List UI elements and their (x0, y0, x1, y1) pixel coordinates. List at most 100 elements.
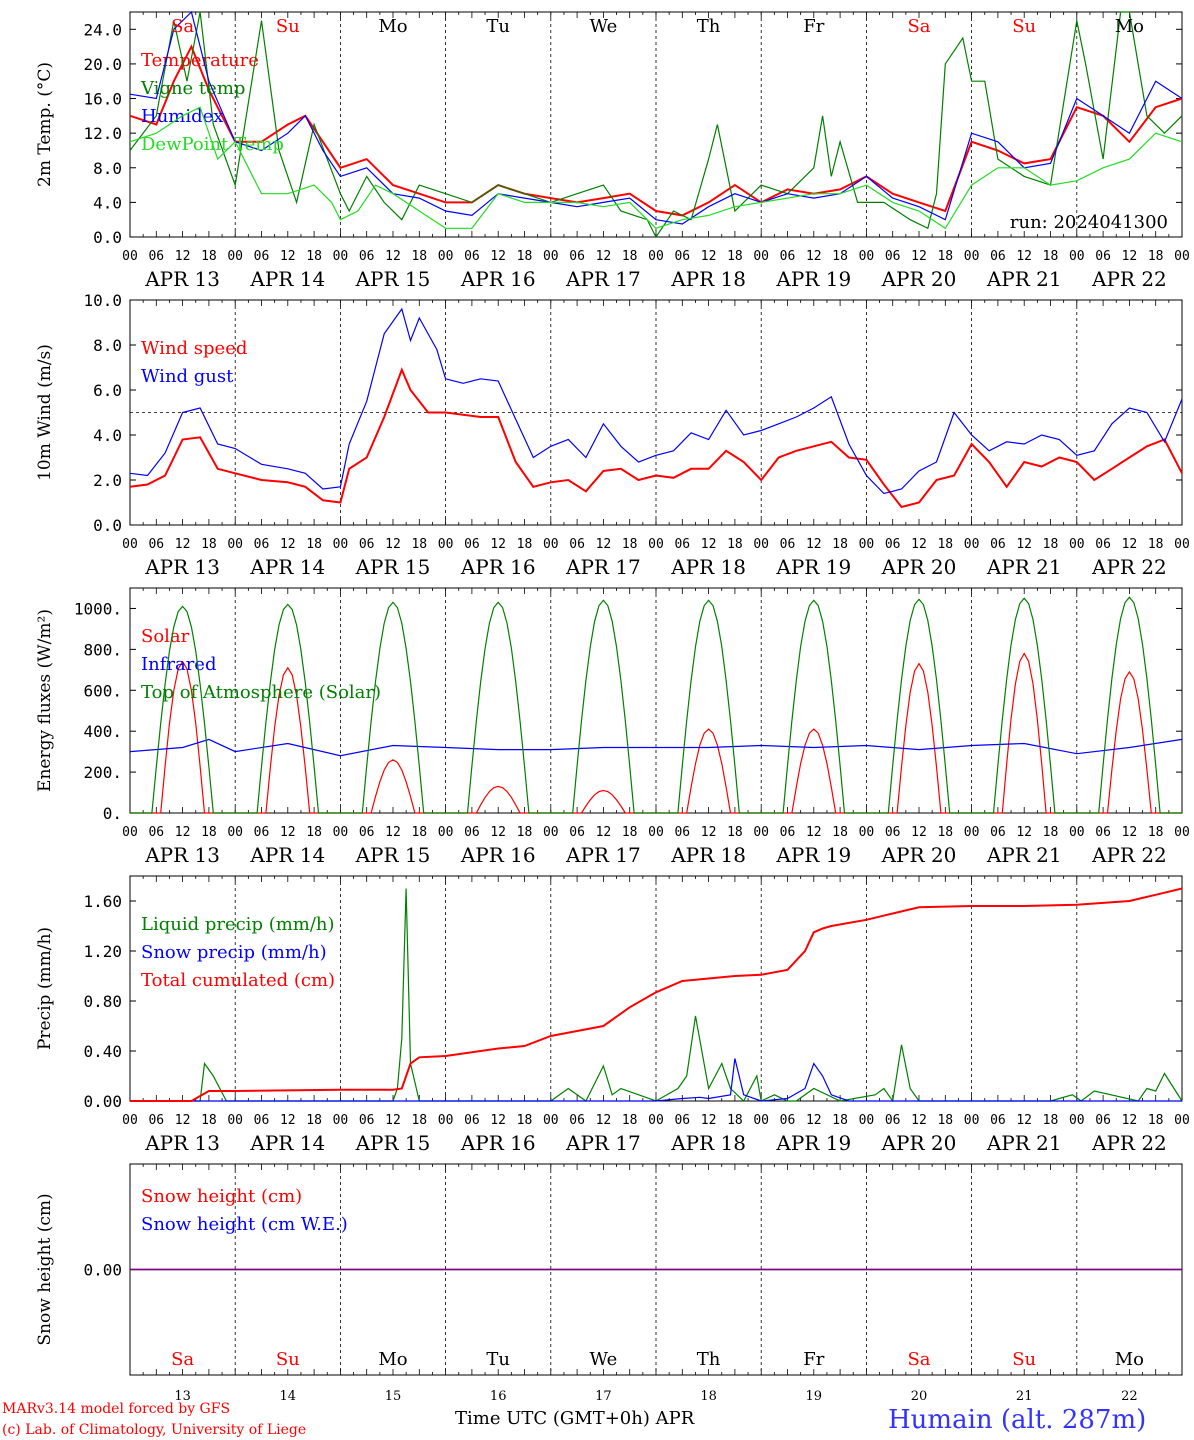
x-hour-label: 12 (175, 249, 191, 264)
x-hour-label: 06 (569, 825, 585, 840)
x-hour-label: 06 (254, 825, 270, 840)
day-name-label: We (590, 16, 618, 37)
x-hour-label: 06 (885, 1113, 901, 1128)
x-hour-label: 18 (1043, 825, 1059, 840)
x-hour-label: 06 (674, 537, 690, 552)
x-hour-label: 06 (990, 825, 1006, 840)
legend-entry: Infrared (141, 654, 216, 675)
y-tick-label: 8.0 (93, 336, 122, 355)
y-tick-label: 16.0 (83, 90, 122, 109)
x-date-label: APR 19 (775, 1131, 851, 1155)
x-hour-label: 18 (727, 249, 743, 264)
x-date-label: APR 14 (249, 1131, 325, 1155)
x-hour-label: 00 (753, 249, 769, 264)
x-date-label: APR 18 (670, 267, 746, 291)
x-hour-label: 18 (1043, 249, 1059, 264)
x-hour-label: 12 (911, 1113, 927, 1128)
x-day-number: 14 (280, 1389, 297, 1404)
x-hour-label: 00 (753, 537, 769, 552)
x-hour-label: 18 (201, 249, 217, 264)
x-day-number: 20 (911, 1389, 928, 1404)
y-tick-label: 10.0 (83, 291, 122, 310)
x-hour-label: 12 (490, 249, 506, 264)
x-hour-label: 00 (122, 825, 138, 840)
x-hour-label: 06 (254, 249, 270, 264)
x-hour-label: 12 (806, 825, 822, 840)
x-hour-label: 18 (622, 537, 638, 552)
day-name-label: Fr (803, 16, 824, 37)
x-hour-label: 00 (859, 249, 875, 264)
x-hour-label: 06 (359, 249, 375, 264)
x-hour-label: 00 (859, 825, 875, 840)
x-hour-label: 18 (727, 537, 743, 552)
x-hour-label: 06 (359, 825, 375, 840)
x-hour-label: 18 (201, 537, 217, 552)
y-tick-label: 0.0 (93, 516, 122, 535)
x-hour-label: 06 (1095, 825, 1111, 840)
x-date-label: APR 15 (355, 1131, 431, 1155)
x-date-label: APR 17 (565, 1131, 641, 1155)
day-name-label: Sa (171, 16, 194, 37)
x-hour-label: 12 (385, 1113, 401, 1128)
x-hour-label: 06 (148, 1113, 164, 1128)
y-tick-label: 600. (83, 681, 122, 700)
y-tick-label: 0.0 (93, 228, 122, 247)
x-hour-label: 12 (1122, 249, 1138, 264)
x-date-label: APR 20 (881, 843, 957, 867)
panel-3: Energy fluxes (W/m²) 0. 200. 400. 600. 800. 10… (35, 587, 1190, 867)
x-hour-label: 18 (727, 1113, 743, 1128)
day-name-label: Th (697, 16, 721, 37)
x-hour-label: 12 (1122, 537, 1138, 552)
x-hour-label: 06 (254, 537, 270, 552)
x-hour-label: 12 (701, 249, 717, 264)
x-hour-label: 00 (648, 1113, 664, 1128)
x-hour-label: 00 (543, 537, 559, 552)
x-hour-label: 18 (411, 249, 427, 264)
x-hour-label: 06 (569, 1113, 585, 1128)
x-hour-label: 12 (280, 1113, 296, 1128)
legend-entry: Temperature (141, 50, 259, 71)
legend-entry: Top of Atmosphere (Solar) (141, 682, 381, 703)
x-hour-label: 00 (1069, 249, 1085, 264)
x-date-label: APR 19 (775, 843, 851, 867)
x-hour-label: 12 (806, 537, 822, 552)
x-hour-label: 00 (122, 1113, 138, 1128)
day-name-label: Mo (378, 1349, 407, 1370)
x-hour-label: 06 (359, 537, 375, 552)
footer-station: Humain (alt. 287m) (888, 1405, 1146, 1435)
x-hour-label: 12 (701, 1113, 717, 1128)
x-date-label: APR 16 (460, 1131, 536, 1155)
y-tick-label: 4.0 (93, 426, 122, 445)
x-date-label: APR 18 (670, 1131, 746, 1155)
x-hour-label: 18 (517, 1113, 533, 1128)
series-line (130, 596, 1182, 814)
x-date-label: APR 22 (1091, 1131, 1167, 1155)
x-hour-label: 12 (701, 825, 717, 840)
x-hour-label: 06 (359, 1113, 375, 1128)
x-date-label: APR 15 (355, 555, 431, 579)
x-hour-label: 06 (148, 249, 164, 264)
day-name-label: Su (1012, 1349, 1036, 1370)
series-line (129, 10, 1183, 225)
x-date-label: APR 13 (144, 555, 220, 579)
series-line (129, 367, 1183, 509)
x-hour-label: 18 (1043, 537, 1059, 552)
x-hour-label: 06 (780, 1113, 796, 1128)
x-hour-label: 00 (648, 249, 664, 264)
x-date-label: APR 21 (986, 843, 1062, 867)
x-hour-label: 00 (964, 537, 980, 552)
x-hour-label: 12 (911, 825, 927, 840)
y-tick-label: 24.0 (83, 20, 122, 39)
day-name-label: Th (697, 1349, 721, 1370)
x-hour-label: 12 (596, 1113, 612, 1128)
x-hour-label: 06 (464, 825, 480, 840)
series-line (130, 1058, 1182, 1102)
day-name-label: Sa (907, 1349, 930, 1370)
x-date-label: APR 13 (144, 267, 220, 291)
x-date-label: APR 14 (249, 267, 325, 291)
x-hour-label: 06 (990, 537, 1006, 552)
x-day-number: 16 (490, 1389, 507, 1404)
x-hour-label: 06 (674, 825, 690, 840)
x-day-number: 15 (385, 1389, 402, 1404)
x-day-number: 13 (174, 1389, 191, 1404)
